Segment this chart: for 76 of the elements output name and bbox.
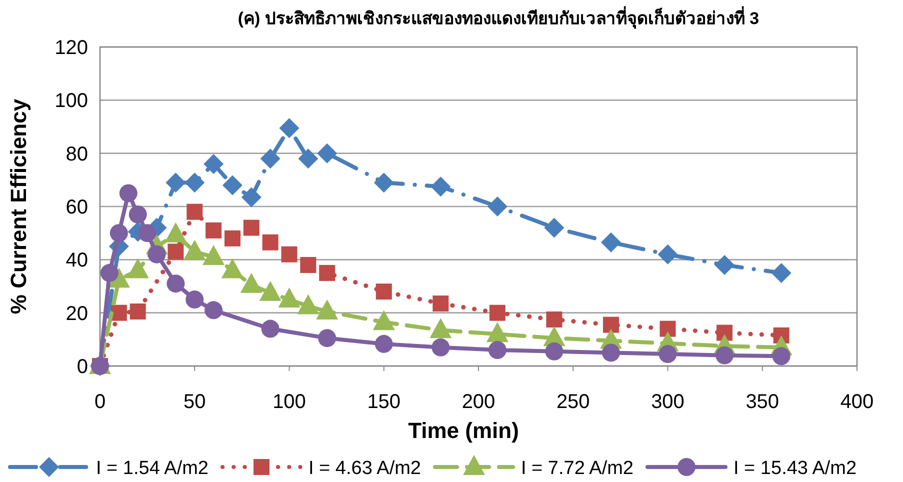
point [261, 320, 280, 338]
point [487, 196, 508, 216]
point [430, 176, 451, 197]
point [432, 338, 450, 356]
point [488, 341, 506, 360]
point [241, 187, 262, 208]
point [243, 220, 260, 236]
chart-title: (ค) ประสิทธิภาพเชิงกระแสของทองแดงเทียบกับเวลาที่จุดเก็บตัวอย่างที่ 3 [238, 6, 760, 29]
point [300, 256, 316, 273]
x-tick-label: 0 [94, 391, 106, 413]
point [110, 224, 128, 242]
point [546, 311, 562, 328]
point [119, 184, 138, 202]
legend-label: I = 7.72 A/m2 [521, 458, 634, 479]
point [319, 264, 336, 281]
x-tick-label: 350 [746, 391, 780, 413]
point [184, 172, 205, 193]
point [186, 290, 204, 309]
legend-label: I = 1.54 A/m2 [96, 458, 208, 479]
x-tick-label: 200 [462, 391, 496, 413]
y-tick-label: 100 [54, 90, 88, 112]
point [317, 143, 338, 164]
point [600, 232, 621, 252]
point [716, 346, 734, 364]
legend-label: I = 4.63 A/m2 [308, 458, 421, 479]
point [602, 344, 620, 362]
x-tick-label: 250 [556, 391, 590, 413]
point [130, 304, 146, 320]
point [100, 264, 118, 282]
point [602, 316, 619, 333]
point [374, 334, 393, 353]
x-axis-title: Time (min) [408, 418, 519, 443]
point [714, 254, 735, 275]
point [224, 230, 240, 246]
x-tick-label: 150 [367, 391, 401, 413]
point [128, 205, 147, 224]
legend-label: I = 15.43 A/m2 [734, 458, 857, 479]
y-tick-label: 120 [54, 37, 88, 59]
point [204, 301, 223, 320]
point [318, 329, 336, 348]
point [489, 304, 506, 321]
y-tick-label: 80 [66, 143, 88, 166]
point [166, 274, 185, 293]
point [658, 345, 677, 364]
x-tick-label: 400 [840, 391, 874, 413]
x-tick-label: 300 [651, 391, 684, 413]
point [281, 246, 298, 262]
point [660, 320, 676, 337]
y-tick-label: 60 [66, 196, 88, 218]
point [545, 342, 564, 360]
point [110, 304, 127, 321]
point [544, 218, 564, 238]
point [432, 296, 449, 312]
point [262, 234, 278, 250]
point [168, 244, 184, 260]
y-axis-title: % Current Efficiency [6, 98, 31, 314]
point [376, 284, 392, 300]
point [279, 118, 300, 138]
y-tick-label: 40 [66, 250, 88, 272]
point [374, 172, 394, 193]
y-tick-label: 0 [76, 356, 88, 378]
point [771, 262, 792, 283]
point [658, 244, 678, 264]
x-tick-label: 100 [272, 391, 306, 413]
point [186, 204, 203, 220]
point [166, 172, 186, 193]
point [148, 245, 166, 264]
point [772, 347, 790, 366]
point [206, 222, 222, 238]
point [222, 175, 242, 196]
point [204, 154, 224, 174]
point [260, 148, 280, 169]
point [298, 148, 318, 169]
x-tick-label: 50 [184, 391, 206, 413]
y-tick-label: 20 [66, 302, 88, 325]
point [138, 224, 156, 242]
